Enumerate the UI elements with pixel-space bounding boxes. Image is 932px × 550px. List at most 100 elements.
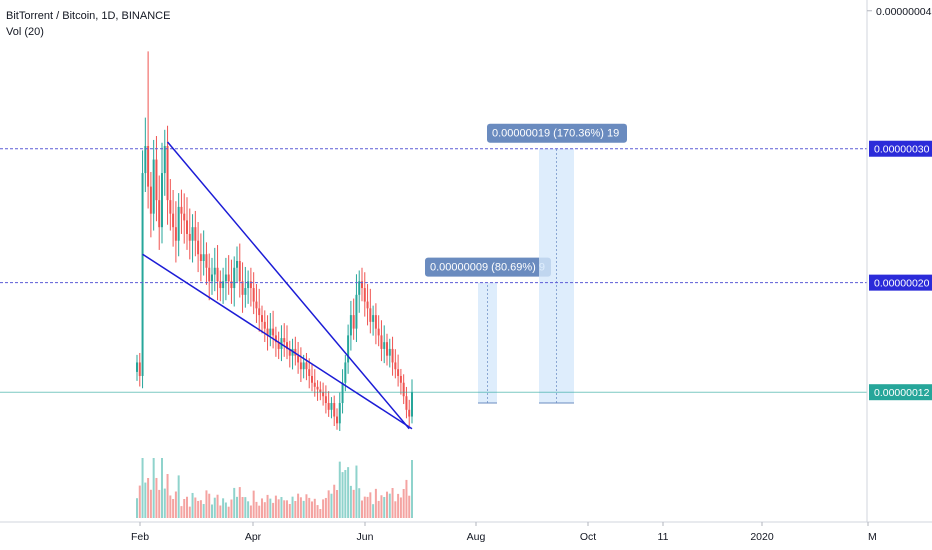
candle-body — [194, 227, 197, 241]
volume-bar — [177, 475, 180, 518]
candle-body — [238, 261, 241, 282]
volume-bar — [183, 499, 186, 518]
candle-body — [408, 409, 411, 417]
candle-body — [297, 355, 300, 363]
volume-bar — [327, 490, 330, 518]
candle-body — [136, 362, 138, 372]
candle-body — [169, 200, 172, 214]
candle-body — [402, 382, 405, 397]
volume-bars — [136, 458, 413, 518]
candle-body — [161, 173, 163, 228]
candle-body — [183, 213, 186, 221]
volume-bar — [294, 501, 297, 518]
candle-body — [197, 240, 200, 255]
price-tag-label: 0.00000012 — [874, 387, 930, 399]
time-tick-label: Aug — [467, 531, 486, 543]
volume-bar — [316, 505, 319, 518]
volume-bar — [174, 491, 177, 518]
volume-bar — [361, 500, 363, 518]
volume-bar — [208, 493, 211, 518]
volume-bar — [358, 488, 361, 518]
horizontal-lines[interactable] — [0, 148, 867, 393]
volume-bar — [155, 477, 158, 518]
time-tick-label: 2020 — [750, 531, 774, 543]
volume-bar — [274, 495, 277, 518]
volume-bar — [152, 458, 155, 518]
time-tick-label: Oct — [580, 531, 596, 543]
candle-body — [191, 227, 194, 241]
candle-body — [358, 281, 361, 295]
volume-bar — [205, 490, 208, 518]
time-tick-label: Jun — [357, 531, 374, 543]
volume-bar — [252, 490, 255, 518]
volume-bar — [247, 501, 250, 518]
candle-body — [144, 146, 147, 174]
candle-body — [236, 261, 238, 268]
candle-body — [269, 328, 272, 336]
volume-bar — [291, 496, 294, 518]
price-tag-bg — [869, 140, 932, 157]
candle-body — [244, 288, 247, 295]
volume-bar — [297, 493, 300, 518]
candle-body — [138, 362, 141, 376]
volume-bar — [394, 501, 397, 518]
volume-bar — [324, 497, 327, 518]
candle-body — [241, 281, 244, 295]
volume-indicator-label[interactable]: Vol (20) — [6, 26, 44, 38]
volume-bar — [224, 502, 227, 518]
volume-bar — [399, 497, 402, 518]
candle-body — [338, 403, 341, 424]
volume-bar — [366, 496, 369, 518]
candle-body — [177, 206, 180, 241]
volume-bar — [266, 494, 269, 518]
candle-body — [216, 267, 219, 282]
volume-bar — [380, 495, 383, 518]
candle-body — [249, 281, 252, 289]
time-axis[interactable]: Feb Apr Jun Aug Oct 11 2020 M — [131, 522, 877, 543]
candle-body — [152, 159, 155, 214]
volume-bar — [386, 491, 388, 518]
candle-body — [405, 396, 408, 410]
volume-bar — [249, 505, 252, 518]
volume-bar — [355, 465, 358, 518]
candle-body — [261, 315, 263, 322]
candle-body — [369, 308, 372, 322]
volume-bar — [138, 485, 141, 518]
measure-label-bg — [487, 123, 627, 143]
candle-body — [388, 348, 391, 356]
volume-bar — [211, 504, 213, 518]
candle-body — [302, 362, 305, 370]
volume-bar — [258, 505, 261, 518]
volume-bar — [261, 498, 263, 518]
volume-bar — [397, 493, 400, 518]
symbol-title[interactable]: BitTorrent / Bitcoin, 1D, BINANCE — [6, 10, 171, 22]
candle-body — [158, 200, 161, 228]
candle-body — [374, 315, 377, 329]
trendlines[interactable] — [142, 141, 413, 430]
candle-body — [199, 254, 202, 261]
candle-body — [172, 213, 175, 228]
volume-bar — [336, 490, 338, 518]
volume-bar — [311, 501, 313, 518]
candle-body — [166, 146, 169, 201]
price-range-measures[interactable]: 0.00000009 (80.69%) 9 0.00000019 (170.36%… — [425, 123, 627, 404]
price-axis[interactable]: 0.000000400.000000350.000000310.00000027… — [867, 0, 932, 18]
candle-body — [322, 392, 325, 397]
candle-body — [336, 416, 338, 424]
candle-body — [149, 186, 152, 214]
price-tag-bg — [869, 384, 932, 401]
volume-bar — [369, 492, 372, 518]
volume-bar — [286, 500, 288, 518]
candle-body — [227, 274, 230, 282]
candle-body — [283, 338, 286, 343]
candle-body — [186, 220, 188, 234]
candle-body — [263, 321, 266, 329]
volume-bar — [277, 499, 280, 518]
volume-bar — [166, 474, 169, 518]
candle-body — [222, 281, 225, 289]
trendline — [142, 253, 413, 430]
candle-body — [252, 288, 255, 302]
candles — [136, 51, 413, 432]
candle-body — [366, 301, 369, 309]
